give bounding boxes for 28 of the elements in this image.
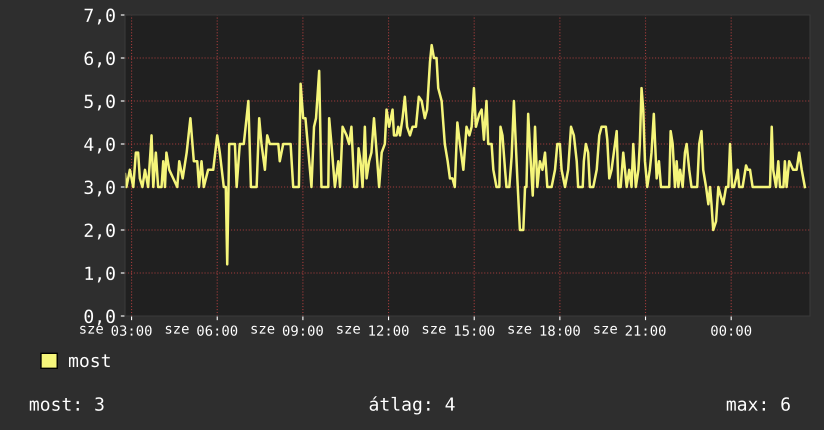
x-tick-label: 18:00 xyxy=(540,325,580,336)
line-series xyxy=(125,44,806,266)
text: sze xyxy=(166,326,189,334)
text: átlag: 4 xyxy=(370,396,455,415)
x-tick-label: 09:00 xyxy=(282,325,323,336)
x-tick-label: 21:00 xyxy=(626,325,666,336)
x-tick-label: 15:00 xyxy=(454,325,494,336)
text: most: 3 xyxy=(30,397,104,411)
x-tick-label: 06:00 xyxy=(197,325,238,336)
y-tick-label: 6,0 xyxy=(84,52,115,68)
legend-label: most xyxy=(69,354,110,368)
y-tick-label: 3,0 xyxy=(84,180,115,196)
x-tick-label: 12:00 xyxy=(369,325,409,336)
y-tick-label: 1,0 xyxy=(86,266,115,282)
text: sze xyxy=(80,326,103,334)
y-tick-label: 2,0 xyxy=(84,224,115,240)
y-tick-label: 4,0 xyxy=(84,138,115,154)
text: sze xyxy=(251,326,274,334)
text: sze xyxy=(594,326,617,334)
y-tick-label: 5,0 xyxy=(84,94,115,110)
x-tick-label: 00:00 xyxy=(711,325,752,336)
text: max: 6 xyxy=(726,397,790,411)
y-tick-label: 7,0 xyxy=(84,8,115,24)
text: sze xyxy=(337,326,360,334)
text: sze xyxy=(508,326,532,334)
text: sze xyxy=(422,326,446,334)
y-tick-label: 0,0 xyxy=(84,310,115,326)
x-tick-label: 03:00 xyxy=(112,325,152,336)
